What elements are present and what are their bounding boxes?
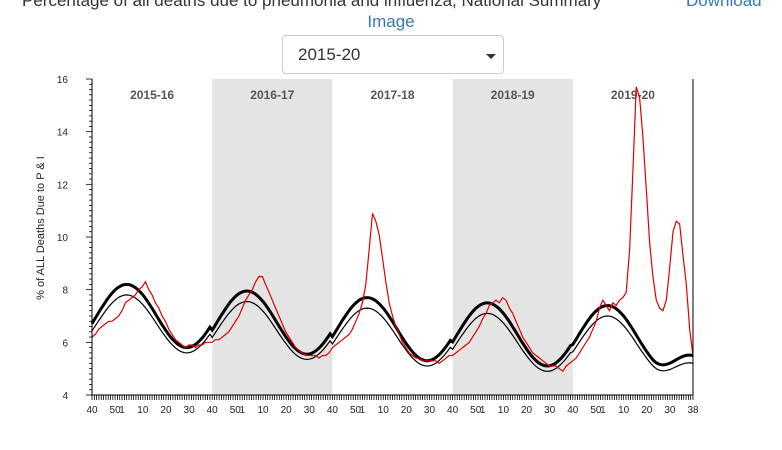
season-select[interactable]: 2015-20 [282, 35, 504, 74]
x-tick-label: 50 [230, 405, 242, 416]
observed-pi-line [91, 86, 694, 373]
x-tick-label: 30 [184, 405, 196, 416]
x-tick-label: 1 [360, 405, 366, 416]
y-tick-label: 16 [57, 75, 69, 86]
x-tick-label: 10 [137, 405, 149, 416]
x-tick-label: 1 [600, 405, 606, 416]
image-link[interactable]: Image [367, 12, 415, 31]
x-tick-label: 50 [350, 405, 362, 416]
y-tick-label: 8 [62, 286, 68, 297]
x-tick-label: 20 [281, 405, 293, 416]
x-tick-label: 38 [687, 405, 699, 416]
x-tick-label: 30 [664, 405, 676, 416]
season-label-2018-19: 2018-19 [491, 88, 535, 102]
x-tick-label: 50 [470, 405, 482, 416]
download-link[interactable]: Download [686, 0, 762, 10]
season-label-2017-18: 2017-18 [370, 88, 414, 102]
y-tick-label: 12 [57, 180, 69, 191]
x-tick-label: 20 [521, 405, 533, 416]
x-tick-label: 20 [160, 405, 172, 416]
x-tick-label: 40 [447, 405, 459, 416]
x-tick-label: 20 [401, 405, 413, 416]
x-tick-label: 1 [119, 405, 125, 416]
y-axis-label: % of ALL Deaths Due to P & I [35, 156, 47, 300]
season-label-2019-20: 2019-20 [611, 88, 655, 102]
x-tick-label: 40 [86, 405, 98, 416]
season-band-2018-19 [452, 79, 573, 395]
x-tick-label: 30 [544, 405, 556, 416]
season-select-value: 2015-20 [298, 45, 361, 64]
season-labels: 2015-16 2016-17 2017-18 2018-19 2019-20 [130, 88, 655, 102]
season-bands [212, 79, 573, 395]
x-tick-label: 40 [327, 405, 339, 416]
x-tick-label: 1 [480, 405, 486, 416]
y-tick-label: 10 [57, 233, 69, 244]
y-tick-label: 4 [62, 391, 68, 402]
epidemic-threshold-line [90, 282, 694, 368]
x-tick-label: 10 [257, 405, 269, 416]
chevron-down-icon [486, 54, 496, 59]
y-tick-label: 6 [62, 338, 68, 349]
x-tick-label: 40 [567, 405, 579, 416]
x-tick-label: 30 [304, 405, 316, 416]
x-tick-label: 10 [618, 405, 630, 416]
season-label-2015-16: 2015-16 [130, 88, 174, 102]
seasonal-baseline-line [91, 294, 694, 372]
y-tick-label: 14 [57, 128, 69, 139]
x-tick-label: 50 [110, 405, 122, 416]
chart-series [90, 86, 694, 373]
x-tick-label: 20 [641, 405, 653, 416]
season-label-2016-17: 2016-17 [250, 88, 294, 102]
x-tick-label: 40 [207, 405, 219, 416]
x-tick-label: 10 [498, 405, 510, 416]
x-tick-label: 50 [590, 405, 602, 416]
page-title: Percentage of all deaths due to pneumoni… [22, 0, 602, 10]
x-tick-label: 1 [239, 405, 245, 416]
season-band-2016-17 [212, 79, 333, 395]
x-tick-label: 10 [378, 405, 390, 416]
x-tick-label: 30 [424, 405, 436, 416]
